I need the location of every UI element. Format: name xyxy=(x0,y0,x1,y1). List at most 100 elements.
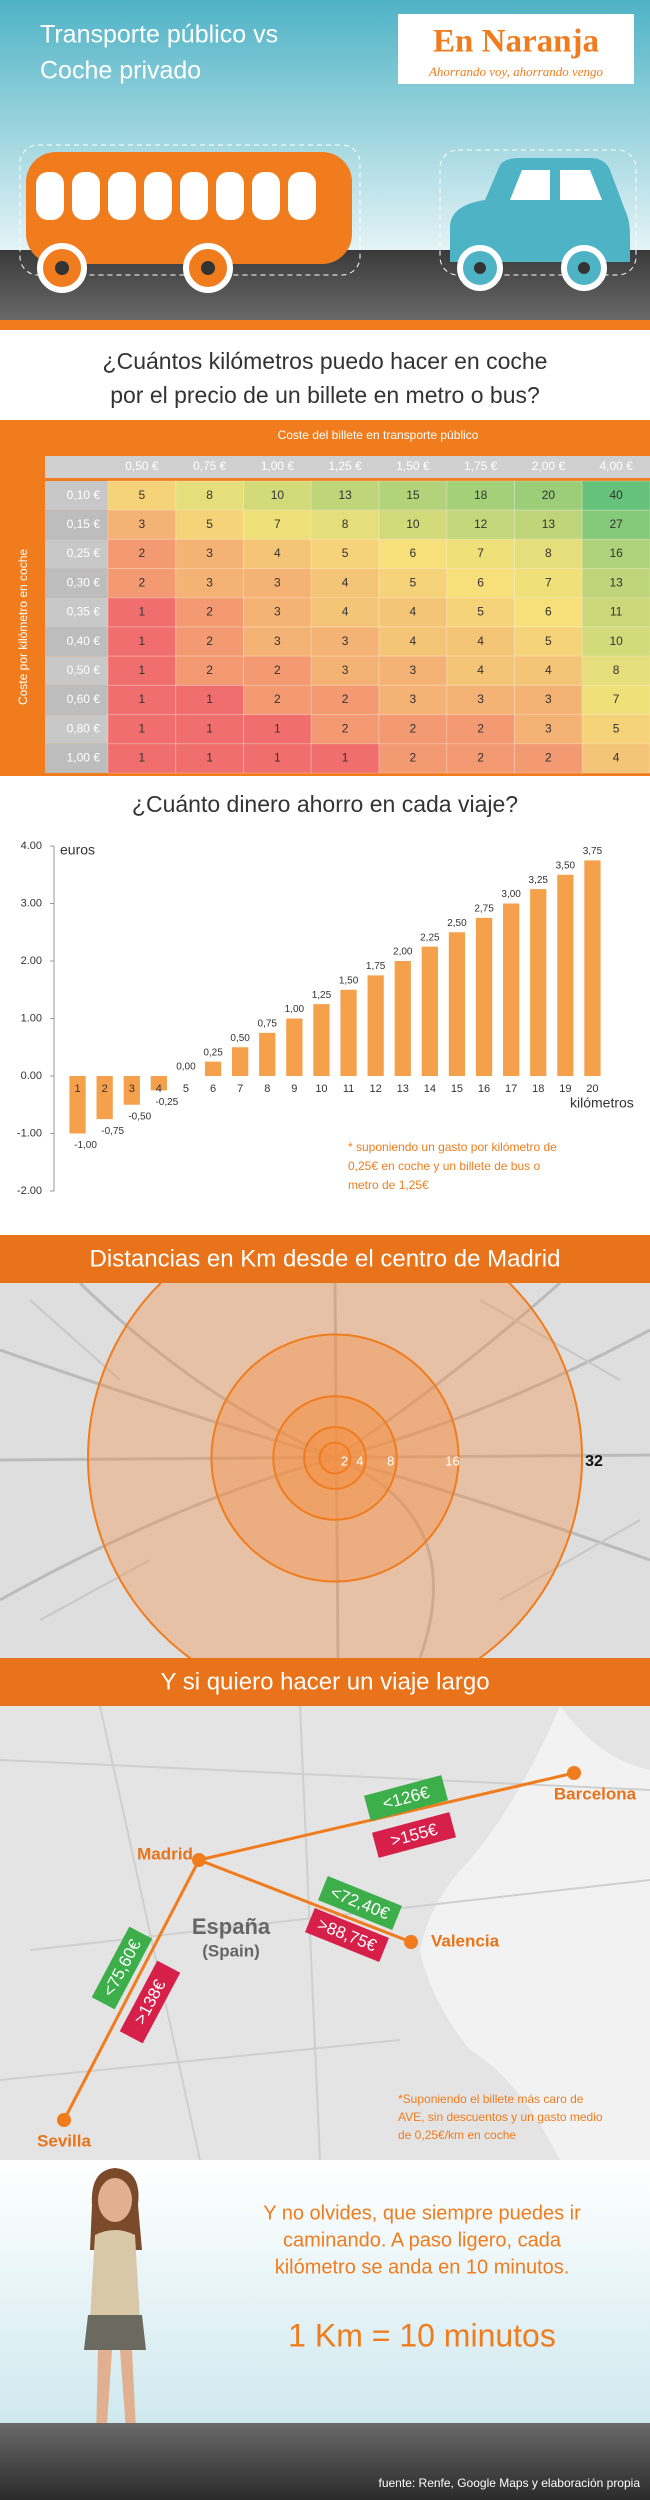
stripe xyxy=(0,320,650,330)
value-label: 0,75 xyxy=(258,1019,278,1030)
cell xyxy=(175,684,244,716)
logo-box xyxy=(398,14,634,84)
cell xyxy=(514,509,583,540)
cell-value: 3 xyxy=(410,663,417,677)
x-tick-label: 4 xyxy=(156,1083,162,1095)
cell xyxy=(378,480,448,511)
bar xyxy=(232,1047,249,1076)
cell-value: 10 xyxy=(609,634,623,648)
cell-value: 2 xyxy=(206,634,213,648)
x-tick-label: 6 xyxy=(210,1083,216,1095)
x-tick-label: 15 xyxy=(451,1083,463,1095)
x-tick-label: 8 xyxy=(264,1083,270,1095)
cell-value: 4 xyxy=(477,634,484,648)
ring xyxy=(303,1426,367,1490)
cell-value: 4 xyxy=(545,663,552,677)
cell-value: 8 xyxy=(545,546,552,560)
cell-value: 13 xyxy=(542,517,556,531)
section-title: Y si quiero hacer un viaje largo xyxy=(160,1668,489,1695)
city: Barcelona xyxy=(554,1784,637,1803)
cell-value: 1 xyxy=(139,751,146,765)
walk-text: Y no olvides, que siempre puedes ir xyxy=(263,2202,581,2224)
cell xyxy=(581,743,650,774)
cell xyxy=(446,684,515,716)
bar xyxy=(475,917,493,1076)
x-tick-label: 13 xyxy=(397,1083,409,1095)
section-title: Distancias en Km desde el centro de Madr… xyxy=(90,1245,561,1272)
bar xyxy=(503,903,520,1076)
cell xyxy=(175,538,244,570)
cell-value: 3 xyxy=(274,605,281,619)
cell xyxy=(514,684,583,716)
price-tag-bg xyxy=(305,1907,389,1963)
ring-label: 8 xyxy=(387,1453,394,1468)
ring-label: 32 xyxy=(585,1453,603,1470)
cell xyxy=(243,568,312,599)
cell-value: 8 xyxy=(613,663,620,677)
question: por el precio de un billete en metro o b… xyxy=(110,382,540,408)
section-bar xyxy=(0,1658,650,1706)
row-title: Coste por kilómetro en coche xyxy=(16,549,30,705)
value-label: -0,25 xyxy=(155,1097,178,1108)
x-tick-label: 14 xyxy=(424,1083,436,1095)
ring xyxy=(210,1333,460,1583)
column-header: 1,75 € xyxy=(464,459,498,473)
bus-window xyxy=(252,172,280,220)
cell xyxy=(175,626,244,657)
cell-value: 10 xyxy=(271,488,285,502)
value-label: 0,25 xyxy=(203,1047,223,1058)
route xyxy=(62,1859,201,2121)
cell xyxy=(107,509,177,540)
x-tick-label: 3 xyxy=(129,1083,135,1095)
cell-value: 5 xyxy=(342,546,349,560)
cell xyxy=(581,655,650,686)
table: Coste del billete en transporte público … xyxy=(0,420,650,776)
cell xyxy=(310,714,380,745)
cell-value: 3 xyxy=(342,663,349,677)
row-header: 0,25 € xyxy=(67,546,101,560)
cell-value: 8 xyxy=(206,488,213,502)
row-header: 0,50 € xyxy=(67,663,101,677)
cell xyxy=(310,538,380,570)
legs xyxy=(96,2350,136,2440)
cell xyxy=(581,597,650,628)
bar xyxy=(340,989,357,1076)
row-header: 0,35 € xyxy=(67,605,101,619)
x-tick-label: 5 xyxy=(183,1083,189,1095)
trip-note: de 0,25€/km en coche xyxy=(398,2128,516,2142)
bar xyxy=(259,1032,276,1076)
cell xyxy=(175,743,244,774)
cell xyxy=(243,743,312,774)
x-tick-label: 2 xyxy=(102,1083,108,1095)
column-header: 2,00 € xyxy=(532,459,566,473)
cell-value: 1 xyxy=(274,721,281,735)
row-header-cell xyxy=(45,743,108,773)
bus-window xyxy=(144,172,172,220)
cell-value: 3 xyxy=(342,634,349,648)
x-tick-label: 20 xyxy=(586,1083,598,1095)
section-bar xyxy=(0,1235,650,1283)
cell-value: 2 xyxy=(206,605,213,619)
cell xyxy=(243,655,312,686)
sea xyxy=(420,1706,650,2160)
header-row xyxy=(45,456,650,478)
cell xyxy=(107,655,177,686)
bar xyxy=(69,1076,86,1134)
cell-value: 1 xyxy=(206,692,213,706)
cell-value: 7 xyxy=(477,546,484,560)
bar xyxy=(123,1076,140,1105)
value-label: -0,75 xyxy=(101,1126,124,1137)
row-header-cell xyxy=(45,685,108,715)
x-tick-label: 18 xyxy=(532,1083,544,1095)
cell-value: 8 xyxy=(342,517,349,531)
row-header-cell xyxy=(45,481,108,511)
cell-value: 4 xyxy=(410,605,417,619)
city-dot xyxy=(404,1935,418,1949)
value-label: 3,50 xyxy=(556,860,576,871)
question-bg xyxy=(0,330,650,420)
cell-value: 2 xyxy=(410,751,417,765)
cell xyxy=(243,538,312,570)
row-header-cell xyxy=(45,510,108,540)
cell-value: 13 xyxy=(609,575,623,589)
